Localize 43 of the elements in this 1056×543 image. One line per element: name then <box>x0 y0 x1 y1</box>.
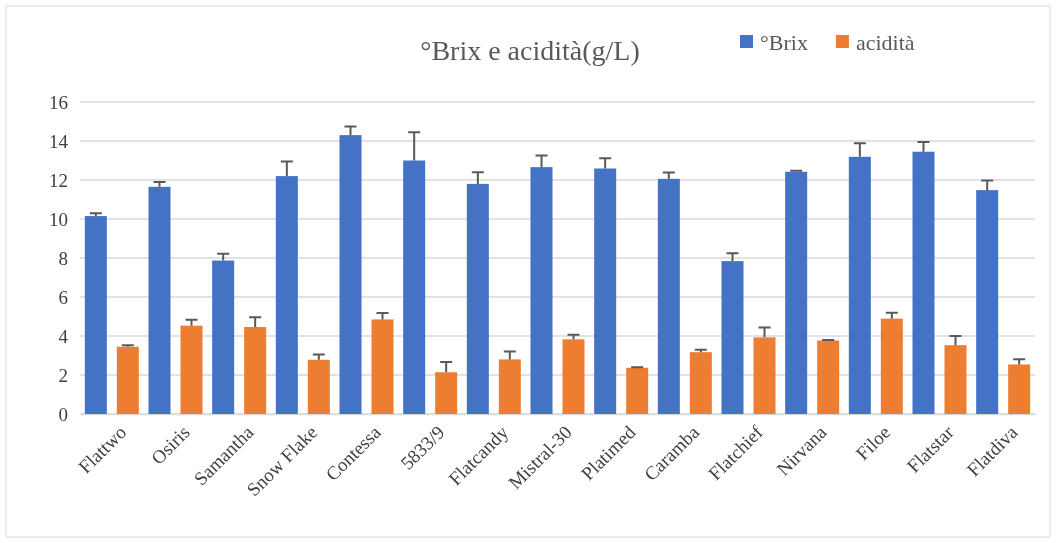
bar <box>689 352 712 414</box>
bar <box>721 261 744 414</box>
y-tick-label: 12 <box>49 169 68 191</box>
chart-title: °Brix e acidità(g/L) <box>420 35 640 66</box>
bar <box>785 171 808 414</box>
bar <box>403 160 426 414</box>
bar <box>944 345 967 414</box>
bar <box>466 183 489 414</box>
bar <box>594 168 617 414</box>
bar <box>148 186 171 414</box>
y-tick-label: 0 <box>58 403 68 425</box>
bar <box>498 359 521 414</box>
bar <box>530 167 553 414</box>
y-tick-label: 10 <box>49 208 68 230</box>
bar <box>976 190 999 414</box>
bar <box>84 216 107 414</box>
bar <box>912 151 935 414</box>
bar <box>848 156 871 414</box>
bar <box>212 260 235 414</box>
bar <box>880 318 903 414</box>
legend-label: acidità <box>855 29 915 55</box>
x-tick-label: Filoe <box>851 421 895 464</box>
y-tick-label: 16 <box>49 91 68 113</box>
bar <box>116 346 139 414</box>
legend-label: °Brix <box>760 29 808 55</box>
y-tick-label: 14 <box>49 130 69 152</box>
bar <box>1008 364 1031 414</box>
y-tick-label: 8 <box>58 247 68 269</box>
bar <box>339 135 362 414</box>
bar <box>275 176 298 414</box>
bar <box>307 359 330 414</box>
bar <box>244 327 267 414</box>
y-tick-label: 6 <box>58 286 68 308</box>
bar <box>817 340 840 414</box>
y-tick-label: 2 <box>58 364 68 386</box>
bar <box>562 339 585 414</box>
bar <box>180 325 203 414</box>
bar <box>753 337 776 414</box>
bar <box>435 372 458 414</box>
y-tick-label: 4 <box>58 325 69 347</box>
bar <box>371 319 394 414</box>
bar <box>657 178 680 414</box>
bar <box>626 367 649 414</box>
